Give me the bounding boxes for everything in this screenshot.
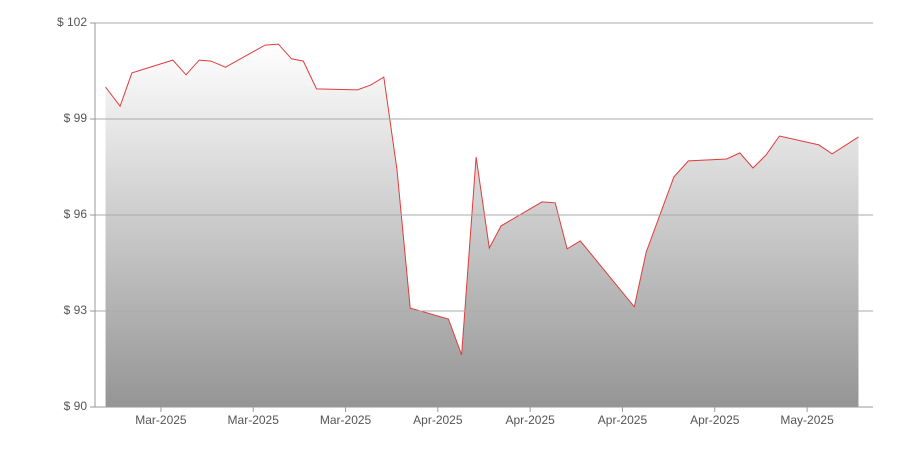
y-tick-label: $ 96 <box>64 207 88 221</box>
area-fill <box>105 44 859 407</box>
x-tick-label: May-2025 <box>780 413 834 427</box>
x-tick-label: Apr-2025 <box>690 413 740 427</box>
y-tick-label: $ 102 <box>57 15 87 29</box>
x-tick-label: Apr-2025 <box>598 413 648 427</box>
x-tick-label: Mar-2025 <box>320 413 372 427</box>
y-tick-label: $ 90 <box>64 399 88 413</box>
y-tick-label: $ 99 <box>64 111 88 125</box>
area-line <box>105 43 859 355</box>
y-tick-label: $ 93 <box>64 303 88 317</box>
x-tick-label: Mar-2025 <box>135 413 187 427</box>
x-tick-label: Apr-2025 <box>413 413 463 427</box>
x-tick-label: Mar-2025 <box>228 413 280 427</box>
x-tick-label: Apr-2025 <box>505 413 555 427</box>
